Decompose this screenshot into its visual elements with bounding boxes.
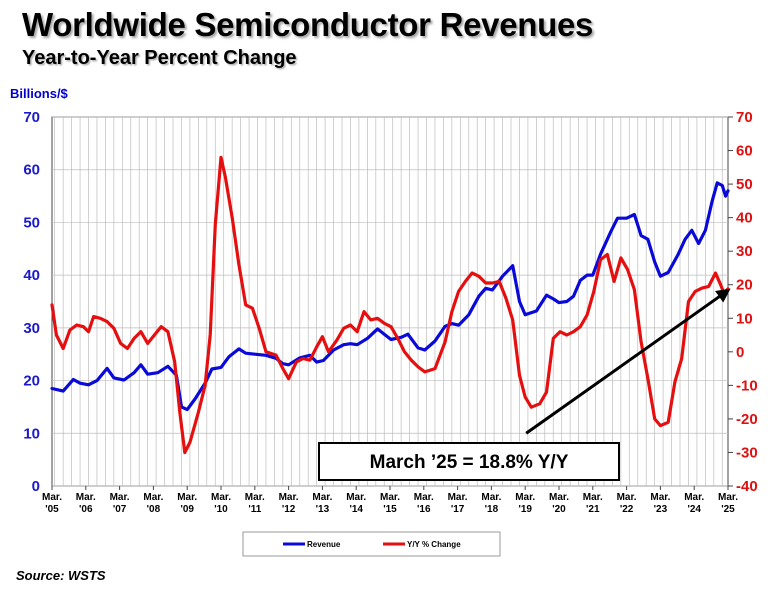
y-left-tick-label: 0 bbox=[32, 478, 40, 495]
x-tick-label: '05 bbox=[45, 504, 59, 515]
y-right-tick-label: -30 bbox=[736, 444, 758, 461]
x-tick-label: '22 bbox=[620, 504, 634, 515]
annotation-group: March ’25 = 18.8% Y/Y bbox=[318, 288, 731, 481]
x-tick-label: '16 bbox=[417, 504, 431, 515]
y-axis-unit-label: Billions/$ bbox=[10, 86, 68, 101]
legend-box bbox=[242, 531, 501, 557]
y-right-tick-label: -20 bbox=[736, 411, 758, 428]
x-tick-label: '07 bbox=[113, 504, 127, 515]
y-left-tick-label: 30 bbox=[23, 320, 40, 337]
plot-area bbox=[51, 116, 729, 487]
x-tick-label: '24 bbox=[687, 504, 701, 515]
y-left-tick-label: 10 bbox=[23, 425, 40, 442]
y-right-tick-label: 0 bbox=[736, 344, 744, 361]
x-tick-label: Mar. bbox=[414, 492, 434, 503]
x-tick-label: Mar. bbox=[515, 492, 535, 503]
x-tick-label: '21 bbox=[586, 504, 600, 515]
y-right-tick-label: 20 bbox=[736, 277, 753, 294]
legend-label-revenue: Revenue bbox=[307, 540, 341, 549]
x-tick-label: '06 bbox=[79, 504, 93, 515]
x-tick-label: Mar. bbox=[380, 492, 400, 503]
y-left-tick-label: 50 bbox=[23, 214, 40, 231]
x-tick-label: '18 bbox=[485, 504, 499, 515]
annotation-box bbox=[318, 442, 620, 481]
x-tick-label: '17 bbox=[451, 504, 465, 515]
x-tick-label: '25 bbox=[721, 504, 735, 515]
legend-label-yy-change: Y/Y % Change bbox=[407, 540, 461, 549]
axes: 0 10 20 30 40 50 60 70 -40 -30 -20 -10 0 10 20 30 40 50 60… bbox=[23, 109, 757, 515]
x-tick-label: Mar. bbox=[42, 492, 62, 503]
y-right-tick-label: -10 bbox=[736, 377, 758, 394]
x-tick-label: '13 bbox=[316, 504, 330, 515]
annotation-arrow-line bbox=[525, 289, 729, 435]
y-left-tick-label: 60 bbox=[23, 162, 40, 179]
series-lines bbox=[50, 155, 730, 455]
legend: Revenue Y/Y % Change bbox=[242, 531, 501, 557]
x-tick-label: '11 bbox=[248, 504, 261, 515]
x-tick-label: Mar. bbox=[279, 492, 299, 503]
y-right-tick-label: 60 bbox=[736, 143, 753, 160]
x-tick-label: '14 bbox=[349, 504, 363, 515]
y-right-tick-label: 70 bbox=[736, 109, 753, 126]
x-tick-label: Mar. bbox=[684, 492, 704, 503]
x-tick-label: '15 bbox=[383, 504, 397, 515]
x-tick-label: Mar. bbox=[549, 492, 569, 503]
x-tick-label: Mar. bbox=[346, 492, 366, 503]
x-tick-label: Mar. bbox=[110, 492, 130, 503]
y-right-tick-label: 50 bbox=[736, 176, 753, 193]
annotation-text: March ’25 = 18.8% Y/Y bbox=[370, 452, 569, 473]
y-right-tick-label: 30 bbox=[736, 243, 753, 260]
annotation-arrowhead bbox=[715, 288, 731, 303]
x-tick-label: '23 bbox=[654, 504, 668, 515]
x-tick-label: Mar. bbox=[481, 492, 501, 503]
y-left-tick-label: 20 bbox=[23, 373, 40, 390]
grid-lines bbox=[51, 116, 729, 487]
x-tick-label: '10 bbox=[214, 504, 228, 515]
x-tick-label: Mar. bbox=[211, 492, 231, 503]
source-note: Source: WSTS bbox=[16, 568, 106, 583]
y-left-tick-label: 70 bbox=[23, 109, 40, 126]
x-tick-label: Mar. bbox=[245, 492, 265, 503]
x-tick-label: '20 bbox=[552, 504, 566, 515]
x-tick-label: Mar. bbox=[76, 492, 96, 503]
chart-title: Worldwide Semiconductor Revenues bbox=[22, 6, 594, 43]
x-tick-label: '19 bbox=[518, 504, 532, 515]
x-tick-label: Mar. bbox=[617, 492, 637, 503]
x-tick-label: Mar. bbox=[718, 492, 738, 503]
x-tick-label: Mar. bbox=[143, 492, 163, 503]
y-right-tick-label: -40 bbox=[736, 478, 758, 495]
x-tick-label: '09 bbox=[180, 504, 194, 515]
y-right-tick-label: 10 bbox=[736, 310, 753, 327]
y-right-tick-label: 40 bbox=[736, 210, 753, 227]
x-tick-label: '12 bbox=[282, 504, 296, 515]
x-tick-label: Mar. bbox=[177, 492, 197, 503]
x-tick-label: Mar. bbox=[583, 492, 603, 503]
x-tick-label: '08 bbox=[147, 504, 161, 515]
x-tick-label: Mar. bbox=[448, 492, 468, 503]
x-tick-label: Mar. bbox=[650, 492, 670, 503]
yy-change-series-line bbox=[50, 155, 730, 455]
y-left-tick-label: 40 bbox=[23, 267, 40, 284]
chart-subtitle: Year-to-Year Percent Change bbox=[22, 47, 297, 69]
x-tick-label: Mar. bbox=[312, 492, 332, 503]
